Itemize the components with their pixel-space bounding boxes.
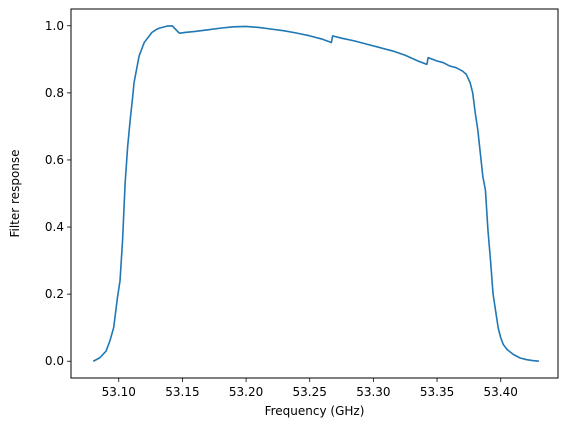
y-axis-ticks: 0.0 0.2 0.4 0.6 0.8 1.0 bbox=[45, 19, 71, 368]
y-tick-label: 1.0 bbox=[45, 19, 64, 33]
y-tick-label: 0.4 bbox=[45, 220, 64, 234]
series-line bbox=[92, 24, 539, 363]
x-tick-label: 53.15 bbox=[165, 385, 199, 399]
x-tick-label: 53.20 bbox=[229, 385, 263, 399]
x-tick-label: 53.30 bbox=[356, 385, 390, 399]
y-tick-label: 0.6 bbox=[45, 153, 64, 167]
x-tick-label: 53.40 bbox=[484, 385, 518, 399]
x-axis-label: Frequency (GHz) bbox=[265, 404, 365, 418]
plot-frame bbox=[70, 8, 559, 379]
y-tick-label: 0.8 bbox=[45, 86, 64, 100]
y-tick-label: 0.2 bbox=[45, 287, 64, 301]
x-axis-ticks: 53.10 53.15 53.20 53.25 53.30 53.35 53.40 bbox=[102, 378, 518, 399]
x-tick-label: 53.35 bbox=[420, 385, 454, 399]
x-tick-label: 53.25 bbox=[293, 385, 327, 399]
y-tick-label: 0.0 bbox=[45, 354, 64, 368]
y-axis-label: Filter response bbox=[8, 149, 22, 237]
x-tick-label: 53.10 bbox=[102, 385, 136, 399]
plot-area bbox=[92, 24, 539, 363]
